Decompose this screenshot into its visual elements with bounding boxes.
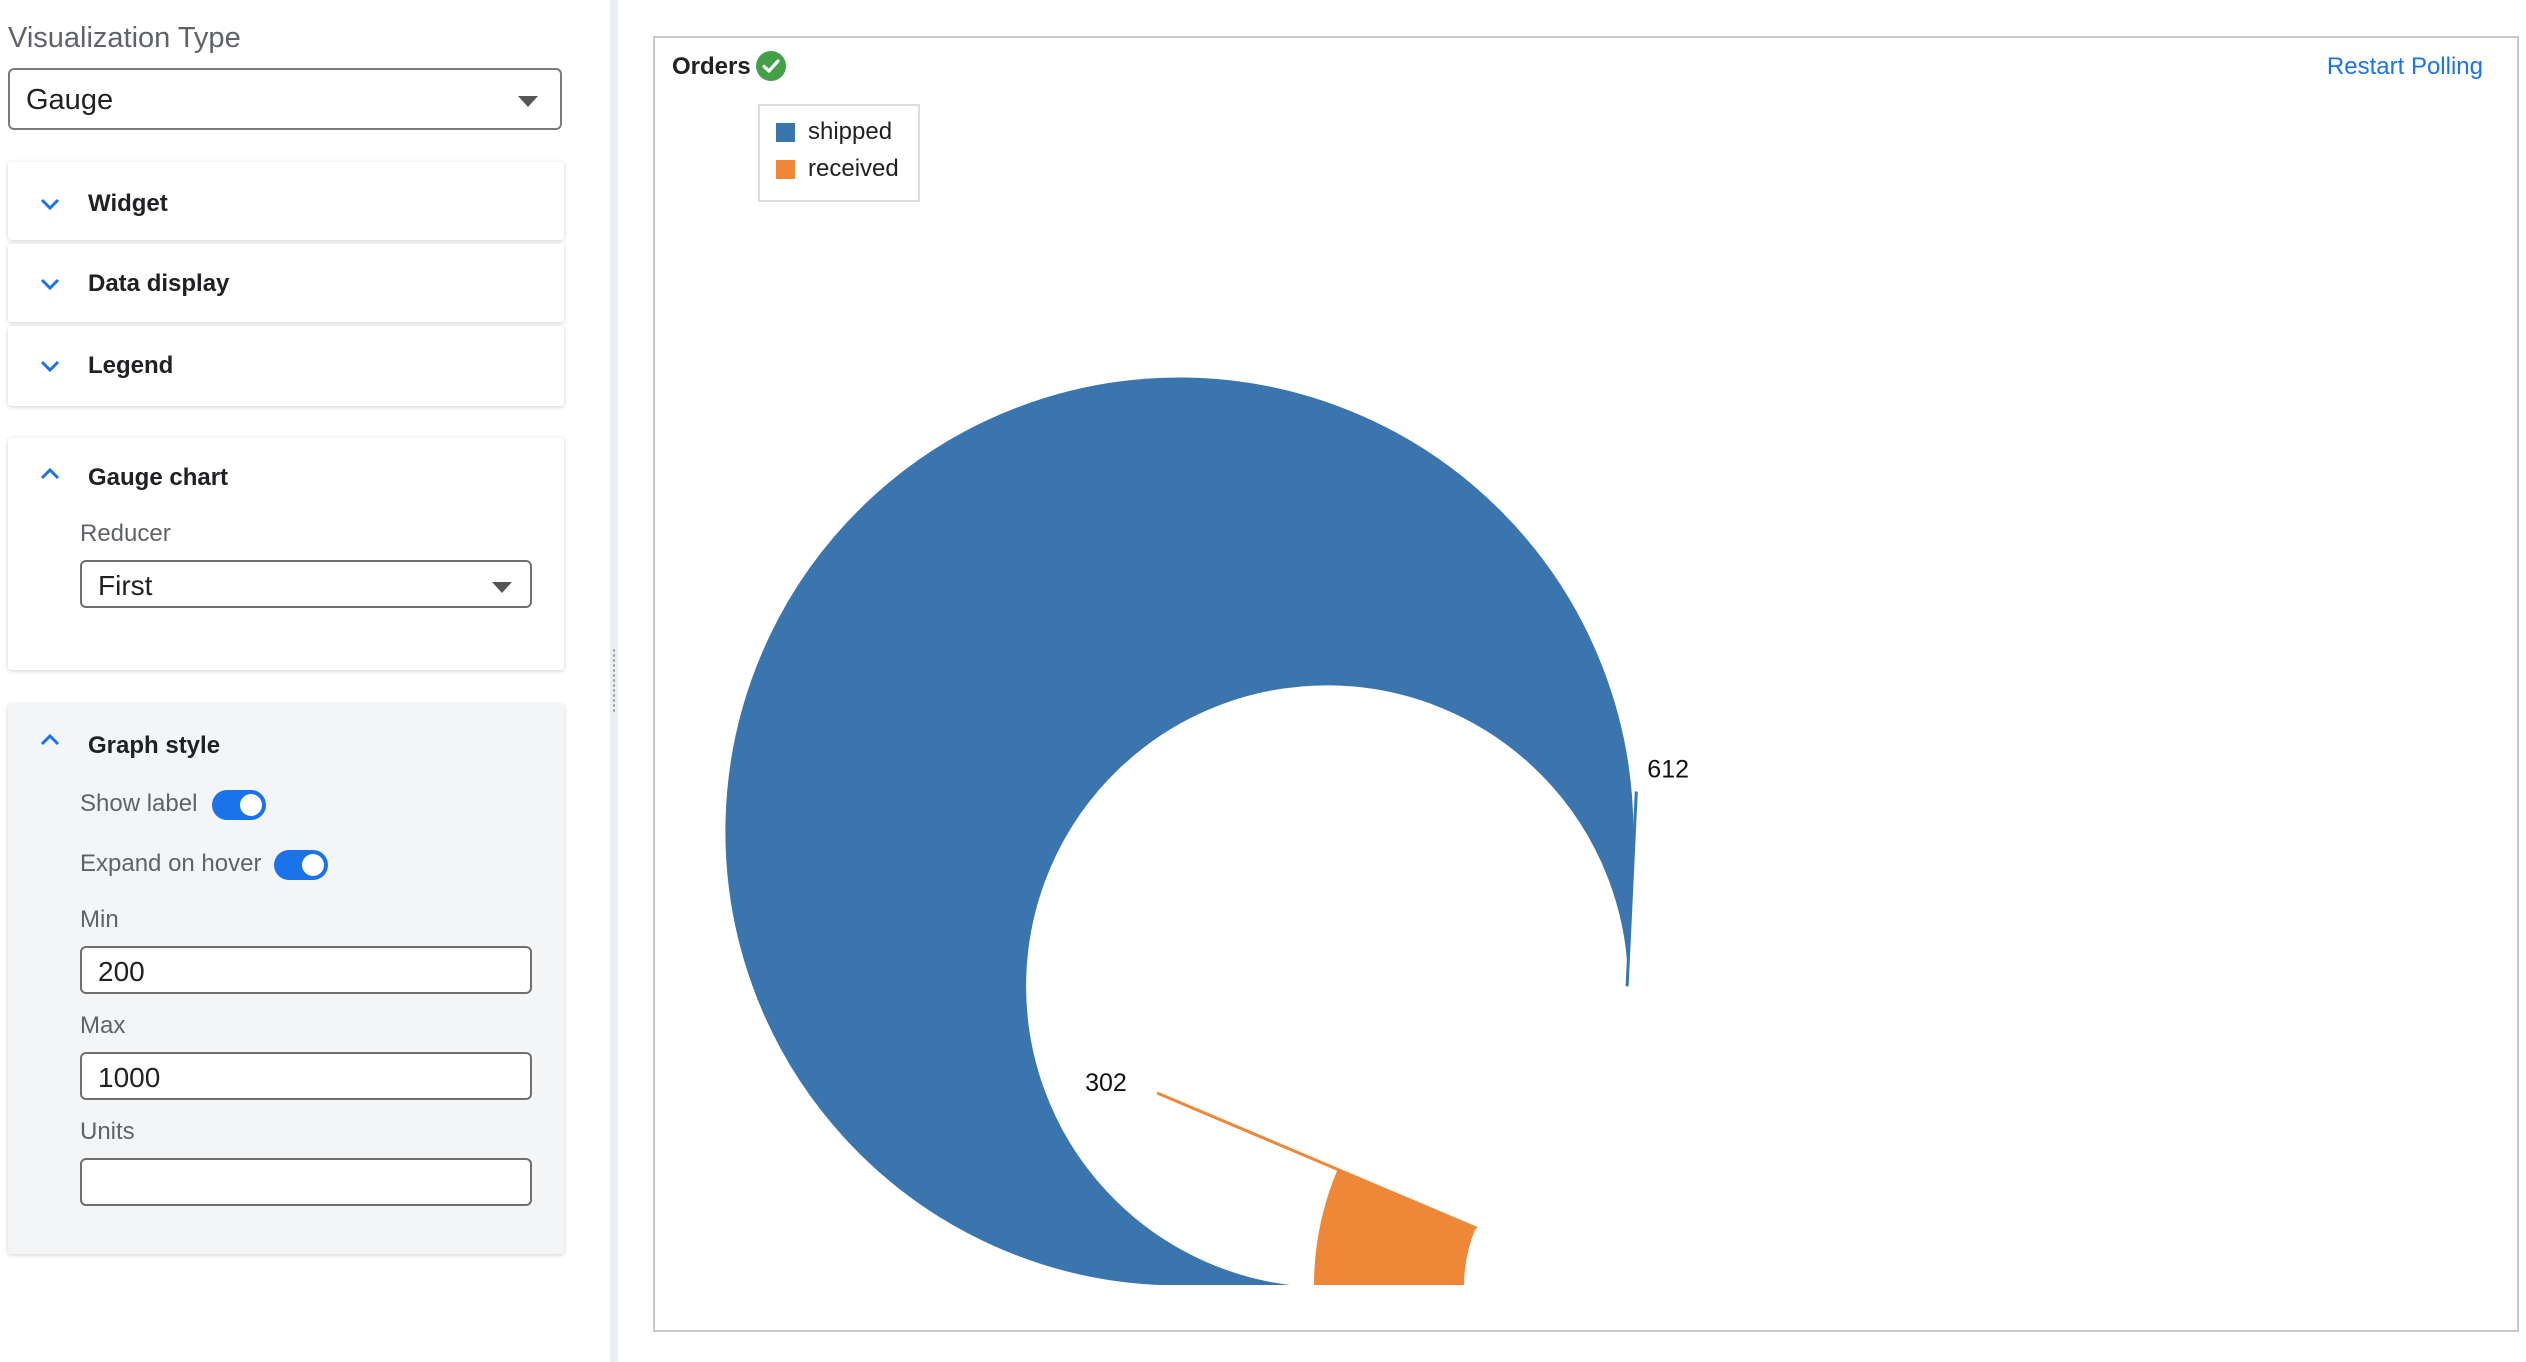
section-legend-header[interactable]: Legend (8, 344, 564, 384)
chevron-down-icon (40, 278, 60, 291)
gauge-arc-received[interactable] (1311, 1167, 1479, 1287)
expand-on-hover-toggle[interactable] (274, 850, 328, 880)
section-gauge-chart: Gauge chart Reducer First (8, 438, 564, 670)
chevron-up-icon (40, 467, 60, 480)
legend-swatch (776, 160, 795, 179)
widget-title: Orders (672, 53, 751, 80)
reducer-select[interactable]: First (80, 560, 532, 608)
section-data-display-header[interactable]: Data display (8, 262, 564, 302)
max-label: Max (80, 1012, 126, 1039)
legend-label: received (808, 155, 899, 182)
section-graph-style-header[interactable]: Graph style (8, 724, 564, 764)
gauge-chart: 612 302 (723, 375, 1689, 1287)
min-value: 200 (98, 956, 145, 987)
chart-legend: shipped received (758, 104, 920, 202)
section-widget-title: Widget (88, 190, 168, 217)
units-label: Units (80, 1118, 135, 1145)
caret-down-icon (518, 96, 538, 107)
show-label-text: Show label (80, 790, 198, 817)
drag-handle-icon[interactable] (612, 648, 616, 714)
expand-on-hover-text: Expand on hover (80, 850, 262, 877)
config-panel: Visualization Type Gauge Widget Data dis… (0, 0, 610, 1362)
section-gauge-chart-title: Gauge chart (88, 464, 229, 491)
gauge-pointer-received (1156, 1091, 1478, 1230)
restart-polling-link[interactable]: Restart Polling (2326, 53, 2483, 80)
legend-label: shipped (808, 118, 893, 145)
min-input[interactable]: 200 (80, 946, 532, 994)
section-widget-header[interactable]: Widget (8, 182, 564, 222)
section-data-display-title: Data display (88, 270, 230, 297)
gauge-pointer-shipped (1625, 791, 1638, 987)
section-graph-style-title: Graph style (88, 732, 221, 759)
section-widget: Widget (8, 162, 564, 240)
gauge-value-label-shipped: 612 (1647, 756, 1689, 784)
legend-swatch (776, 123, 795, 142)
section-gauge-chart-header[interactable]: Gauge chart (8, 456, 564, 496)
chevron-down-icon (40, 198, 60, 211)
reducer-value: First (98, 570, 153, 601)
visualization-type-label: Visualization Type (8, 22, 241, 54)
show-label-toggle[interactable] (212, 790, 266, 820)
visualization-type-value: Gauge (26, 84, 114, 116)
orders-widget: Orders Restart Polling shipped received … (653, 36, 2519, 1332)
caret-down-icon (492, 582, 512, 593)
units-input[interactable] (80, 1158, 532, 1206)
max-value: 1000 (98, 1062, 161, 1093)
section-data-display: Data display (8, 244, 564, 322)
section-graph-style: Graph style Show label Expand on hover M… (8, 704, 564, 1254)
check-circle-icon (756, 51, 786, 81)
section-legend: Legend (8, 326, 564, 406)
chevron-up-icon (40, 733, 60, 746)
visualization-type-select[interactable]: Gauge (8, 68, 562, 130)
min-label: Min (80, 906, 119, 933)
section-legend-title: Legend (88, 352, 174, 379)
chevron-down-icon (40, 360, 60, 373)
gauge-arc-shipped[interactable] (723, 375, 1636, 1287)
reducer-label: Reducer (80, 520, 171, 547)
max-input[interactable]: 1000 (80, 1052, 532, 1100)
gauge-value-label-received: 302 (1085, 1069, 1127, 1097)
